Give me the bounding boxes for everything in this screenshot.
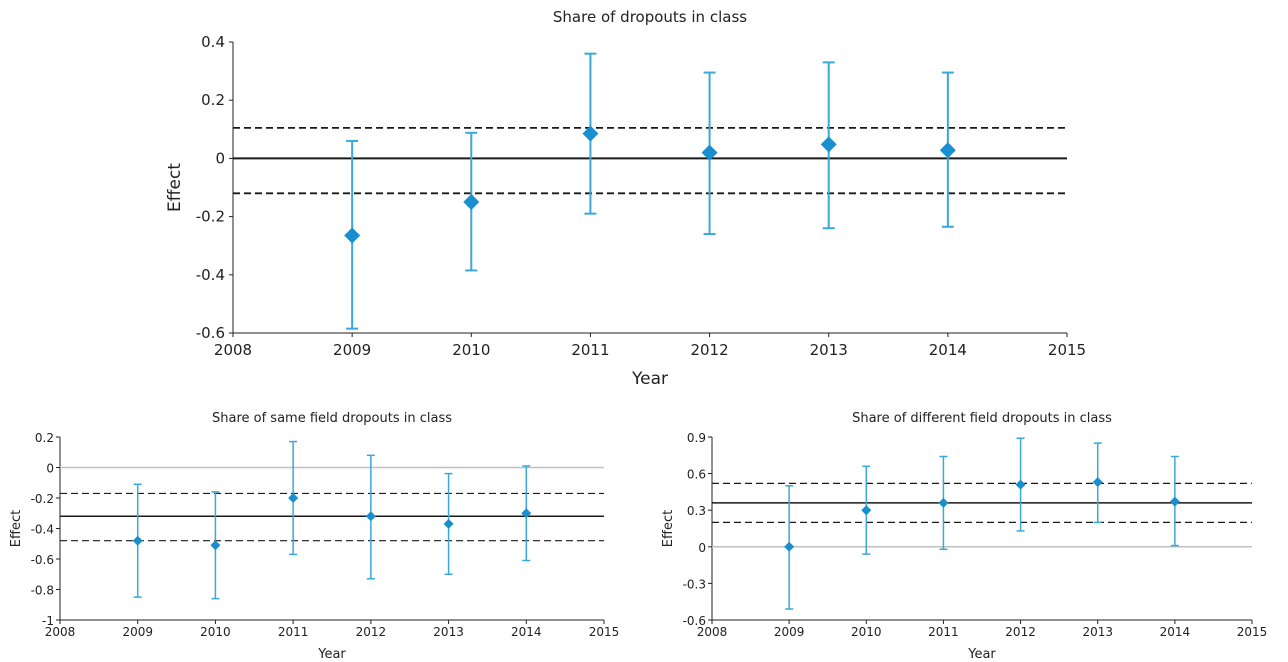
chart-title: Share of same field dropouts in class xyxy=(212,411,452,426)
x-tick-label: 2010 xyxy=(200,625,231,639)
x-axis-label: Year xyxy=(967,647,996,662)
data-point xyxy=(210,540,221,551)
chart-title: Share of dropouts in class xyxy=(553,8,747,26)
x-tick-label: 2008 xyxy=(45,625,76,639)
y-tick-label: 0.2 xyxy=(201,91,225,109)
y-tick-label: -0.2 xyxy=(196,208,225,226)
x-tick-label: 2013 xyxy=(433,625,464,639)
data-point xyxy=(939,142,956,159)
data-point xyxy=(443,518,454,529)
y-axis-label: Effect xyxy=(661,510,676,547)
y-tick-label: 0.2 xyxy=(35,431,54,445)
y-tick-label: -0.8 xyxy=(31,584,54,598)
y-axis-label: Effect xyxy=(9,510,24,547)
y-axis-label: Effect xyxy=(165,163,185,212)
data-point xyxy=(288,493,299,503)
y-tick-label: 0.3 xyxy=(687,504,706,518)
chart-title: Share of different field dropouts in cla… xyxy=(852,411,1112,426)
y-tick-label: -0.6 xyxy=(683,614,706,628)
data-point xyxy=(820,136,837,153)
data-point xyxy=(861,505,872,516)
x-tick-label: 2009 xyxy=(333,341,371,359)
data-point xyxy=(1092,477,1103,488)
data-point xyxy=(938,497,949,508)
y-tick-label: -0.3 xyxy=(683,577,706,591)
y-tick-label: -0.6 xyxy=(196,324,225,342)
data-point xyxy=(701,144,718,161)
x-tick-label: 2009 xyxy=(122,625,153,639)
x-tick-label: 2012 xyxy=(356,625,387,639)
x-tick-label: 2008 xyxy=(214,341,252,359)
x-tick-label: 2013 xyxy=(810,341,848,359)
x-tick-label: 2014 xyxy=(929,341,967,359)
x-axis-label: Year xyxy=(317,647,346,662)
data-point xyxy=(784,541,795,552)
data-point xyxy=(1015,479,1026,490)
y-tick-label: 0 xyxy=(698,541,706,555)
x-tick-label: 2012 xyxy=(690,341,728,359)
x-tick-label: 2011 xyxy=(928,625,959,639)
y-tick-label: 0.6 xyxy=(687,468,706,482)
y-tick-label: 0 xyxy=(215,149,225,167)
x-tick-label: 2015 xyxy=(589,625,620,639)
x-tick-label: 2014 xyxy=(511,625,542,639)
y-tick-label: 0.9 xyxy=(687,431,706,445)
x-axis-label: Year xyxy=(631,369,668,389)
x-tick-label: 2015 xyxy=(1237,625,1268,639)
data-point xyxy=(521,508,532,519)
x-tick-label: 2010 xyxy=(851,625,882,639)
x-tick-label: 2015 xyxy=(1048,341,1086,359)
data-point xyxy=(365,511,376,522)
y-tick-label: -0.4 xyxy=(196,266,225,284)
y-tick-label: 0 xyxy=(46,462,54,476)
y-tick-label: -1 xyxy=(42,614,54,628)
chart-panel-1: Share of dropouts in class 0.4 0.2 0 -0.2 -0.… xyxy=(165,8,1086,389)
data-point xyxy=(463,194,480,211)
y-tick-label: 0.4 xyxy=(201,33,225,51)
x-tick-label: 2011 xyxy=(571,341,609,359)
y-tick-label: -0.6 xyxy=(31,553,54,567)
x-tick-label: 2012 xyxy=(1005,625,1036,639)
data-point xyxy=(344,227,361,244)
chart-panel-2: Share of same field dropouts in class 0.2… xyxy=(9,411,619,662)
data-point xyxy=(582,125,599,142)
y-tick-label: -0.4 xyxy=(31,523,54,537)
x-tick-label: 2010 xyxy=(452,341,490,359)
x-tick-label: 2008 xyxy=(697,625,728,639)
x-tick-label: 2014 xyxy=(1160,625,1191,639)
x-tick-label: 2013 xyxy=(1082,625,1113,639)
chart-panel-3: Share of different field dropouts in cla… xyxy=(661,411,1267,662)
x-tick-label: 2011 xyxy=(278,625,309,639)
data-point xyxy=(132,535,143,546)
x-tick-label: 2009 xyxy=(774,625,805,639)
data-point xyxy=(1169,496,1180,507)
y-tick-label: -0.2 xyxy=(31,492,54,506)
